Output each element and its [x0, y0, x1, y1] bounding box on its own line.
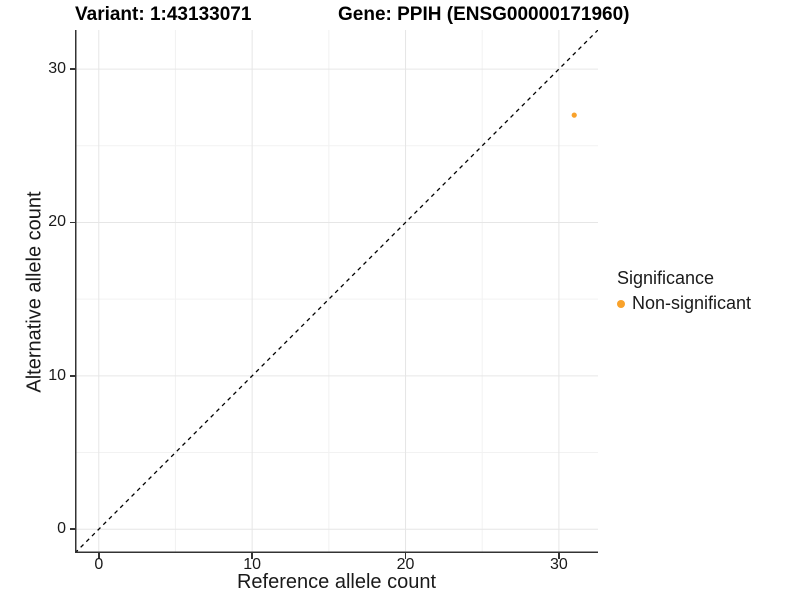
x-tick-mark: [98, 553, 100, 559]
identity-dashed-line: [75, 30, 598, 553]
legend-item-non-significant: Non-significant: [617, 293, 751, 314]
y-tick-mark: [69, 375, 75, 377]
plot-canvas: [75, 30, 598, 553]
data-point: [571, 112, 577, 118]
y-tick-mark: [69, 221, 75, 224]
x-tick-mark: [404, 553, 407, 559]
y-tick-label: 0: [57, 520, 66, 538]
x-tick-label: 0: [94, 556, 104, 573]
plot-title-gene: Gene: PPIH (ENSG00000171960): [338, 4, 630, 25]
y-axis-title: Alternative allele count: [23, 191, 46, 393]
x-tick-mark: [558, 553, 560, 559]
plot-panel: [75, 30, 598, 553]
y-tick-label: 20: [48, 213, 66, 231]
legend: Significance Non-significant: [617, 268, 751, 314]
x-tick-mark: [251, 553, 253, 559]
orange-dot-icon: [617, 299, 625, 308]
x-axis-title: Reference allele count: [236, 571, 436, 593]
plot-title-variant: Variant: 1:43133071: [75, 4, 252, 25]
x-tick-label: 30: [549, 556, 568, 573]
legend-item-label: Non-significant: [632, 293, 752, 313]
x-tick-label: 10: [243, 556, 262, 573]
y-tick-mark: [69, 68, 75, 70]
legend-title: Significance: [617, 268, 715, 288]
y-tick-mark: [69, 528, 75, 530]
y-tick-label: 10: [48, 366, 66, 384]
x-tick-label: 20: [396, 556, 415, 573]
y-tick-label: 30: [48, 60, 66, 78]
